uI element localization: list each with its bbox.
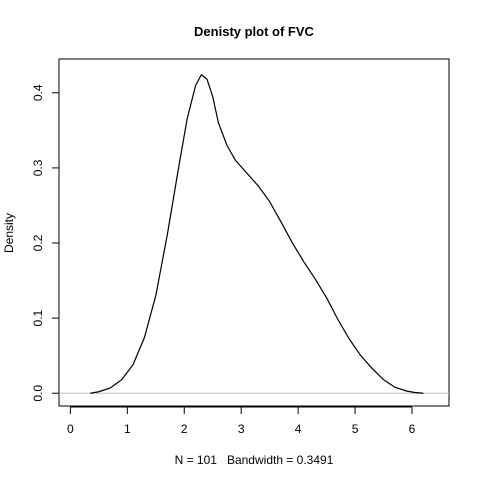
x-tick-label: 0 bbox=[67, 422, 74, 436]
y-tick-label: 0.3 bbox=[31, 159, 45, 176]
x-tick-label: 2 bbox=[181, 422, 188, 436]
x-tick-label: 5 bbox=[352, 422, 359, 436]
x-tick-label: 6 bbox=[409, 422, 416, 436]
y-tick-label: 0.2 bbox=[31, 234, 45, 251]
x-tick-label: 4 bbox=[295, 422, 302, 436]
x-axis-label: N = 101 Bandwidth = 0.3491 bbox=[175, 453, 334, 467]
y-axis-label: Density bbox=[2, 213, 16, 253]
x-tick-label: 3 bbox=[238, 422, 245, 436]
y-tick-label: 0.4 bbox=[31, 84, 45, 101]
y-axis: 0.0 0.1 0.2 0.3 0.4 bbox=[31, 84, 60, 402]
chart-title: Denisty plot of FVC bbox=[194, 24, 315, 39]
y-tick-label: 0.1 bbox=[31, 309, 45, 326]
density-curve bbox=[90, 73, 424, 394]
x-axis: 0 1 2 3 4 5 6 bbox=[67, 406, 416, 436]
x-tick-label: 1 bbox=[124, 422, 131, 436]
plot-frame bbox=[58, 58, 450, 407]
y-tick-label: 0.0 bbox=[31, 385, 45, 402]
